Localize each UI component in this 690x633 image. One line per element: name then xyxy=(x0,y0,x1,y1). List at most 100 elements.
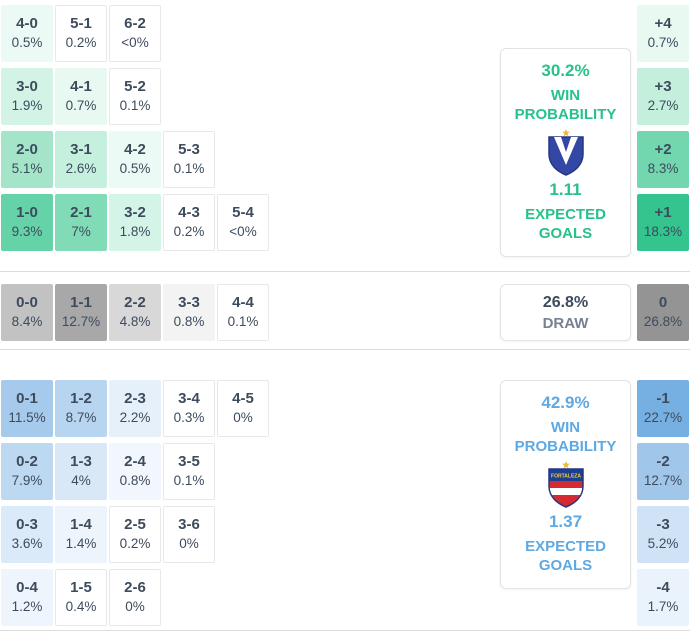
score-label: 1-0 xyxy=(16,204,38,222)
section-divider xyxy=(0,349,690,350)
xg-label-line2: GOALS xyxy=(538,557,593,575)
score-cell: 4-1 0.7% xyxy=(55,68,107,125)
probability-label: 2.2% xyxy=(119,409,151,425)
score-label: 3-3 xyxy=(178,294,200,312)
velez-logo xyxy=(547,128,584,176)
score-label: 2-2 xyxy=(124,294,146,312)
probability-label: 0.1% xyxy=(227,313,259,329)
probability-label: 11.5% xyxy=(8,409,46,425)
score-label: 4-4 xyxy=(232,294,254,312)
away-win-panel: 42.9% WIN PROBABILITY FORTALEZA 1.37 EXP… xyxy=(500,380,631,589)
score-cell: 3-5 0.1% xyxy=(163,443,215,500)
probability-label: 0% xyxy=(179,535,199,551)
goal-diff-label: -4 xyxy=(656,579,670,597)
probability-label: 0.1% xyxy=(173,160,205,176)
score-label: 2-1 xyxy=(70,204,92,222)
probability-label: <0% xyxy=(121,34,149,50)
goal-diff-cell: 0 26.8% xyxy=(637,284,689,341)
draw-panel: 26.8% DRAW xyxy=(500,284,631,341)
score-label: 1-1 xyxy=(70,294,92,312)
win-label-line1: WIN xyxy=(550,418,581,436)
score-cell: 2-2 4.8% xyxy=(109,284,161,341)
away-win-probability-value: 42.9% xyxy=(541,393,590,413)
probability-label: 0.5% xyxy=(119,160,151,176)
probability-label: 8.4% xyxy=(11,313,43,329)
goal-diff-label: -2 xyxy=(656,453,670,471)
score-cell: 0-2 7.9% xyxy=(1,443,53,500)
score-cell: 3-0 1.9% xyxy=(1,68,53,125)
score-cell: 2-6 0% xyxy=(109,569,161,626)
probability-label: 0.2% xyxy=(65,34,97,50)
probability-label: 12.7% xyxy=(643,472,683,488)
probability-label: 22.7% xyxy=(643,409,683,425)
score-cell: 3-2 1.8% xyxy=(109,194,161,251)
probability-label: 0.1% xyxy=(119,97,151,113)
score-cell: 5-1 0.2% xyxy=(55,5,107,62)
score-label: 0-0 xyxy=(16,294,38,312)
score-cell: 3-3 0.8% xyxy=(163,284,215,341)
probability-label: 4% xyxy=(71,472,91,488)
score-cell: 1-4 1.4% xyxy=(55,506,107,563)
score-label: 5-3 xyxy=(178,141,200,159)
score-label: 0-4 xyxy=(16,579,38,597)
goal-diff-label: +3 xyxy=(654,78,672,96)
score-cell: 0-4 1.2% xyxy=(1,569,53,626)
xg-label-line1: EXPECTED xyxy=(525,205,606,223)
star-icon xyxy=(561,460,570,469)
goal-diff-label: 0 xyxy=(658,294,668,312)
score-cell: 2-0 5.1% xyxy=(1,131,53,188)
score-cell: 2-4 0.8% xyxy=(109,443,161,500)
score-cell: 1-0 9.3% xyxy=(1,194,53,251)
probability-label: 0.7% xyxy=(647,34,679,50)
probability-label: 5.2% xyxy=(647,535,679,551)
probability-label: 8.7% xyxy=(65,409,97,425)
probability-label: 1.7% xyxy=(647,598,679,614)
probability-label: 2.7% xyxy=(647,97,679,113)
score-cell: 1-3 4% xyxy=(55,443,107,500)
score-label: 6-2 xyxy=(124,15,146,33)
score-cell: 3-6 0% xyxy=(163,506,215,563)
score-label: 1-3 xyxy=(70,453,92,471)
score-cell: 1-5 0.4% xyxy=(55,569,107,626)
home-win-probability-label: WIN PROBABILITY xyxy=(515,86,617,125)
goal-diff-cell: -4 1.7% xyxy=(637,569,689,626)
probability-label: 3.6% xyxy=(11,535,43,551)
probability-label: 8.3% xyxy=(647,160,679,176)
score-label: 4-1 xyxy=(70,78,92,96)
away-win-probability-label: WIN PROBABILITY xyxy=(515,418,617,457)
score-label: 2-3 xyxy=(124,390,146,408)
probability-label: 0.1% xyxy=(173,472,205,488)
score-label: 3-5 xyxy=(178,453,200,471)
probability-label: 0.8% xyxy=(119,472,151,488)
probability-label: 0.5% xyxy=(11,34,43,50)
bottom-divider xyxy=(0,630,690,631)
score-label: 5-4 xyxy=(232,204,254,222)
probability-label: 12.7% xyxy=(61,313,101,329)
draw-label: DRAW xyxy=(542,314,589,332)
home-win-probability-value: 30.2% xyxy=(541,61,590,81)
probability-label: 0.7% xyxy=(65,97,97,113)
goal-diff-cell: +4 0.7% xyxy=(637,5,689,62)
home-win-panel: 30.2% WIN PROBABILITY 1.11 EXPECTED GOAL… xyxy=(500,48,631,257)
probability-label: 0% xyxy=(125,598,145,614)
score-label: 2-6 xyxy=(124,579,146,597)
score-label: 3-4 xyxy=(178,390,200,408)
probability-label: 2.6% xyxy=(65,160,97,176)
score-cell: 5-4 <0% xyxy=(217,194,269,251)
score-label: 3-6 xyxy=(178,516,200,534)
score-cell: 1-1 12.7% xyxy=(55,284,107,341)
probability-label: 0.8% xyxy=(173,313,205,329)
win-label-line2: PROBABILITY xyxy=(514,106,617,124)
goal-diff-cell: -2 12.7% xyxy=(637,443,689,500)
score-cell: 2-3 2.2% xyxy=(109,380,161,437)
probability-label: 4.8% xyxy=(119,313,151,329)
probability-label: 0.4% xyxy=(65,598,97,614)
probability-label: 9.3% xyxy=(11,223,43,239)
score-cell: 3-4 0.3% xyxy=(163,380,215,437)
score-cell: 5-2 0.1% xyxy=(109,68,161,125)
home-expected-goals-label: EXPECTED GOALS xyxy=(525,205,606,244)
score-cell: 4-0 0.5% xyxy=(1,5,53,62)
draw-probability-value: 26.8% xyxy=(542,293,589,311)
win-label-line2: PROBABILITY xyxy=(514,438,617,456)
